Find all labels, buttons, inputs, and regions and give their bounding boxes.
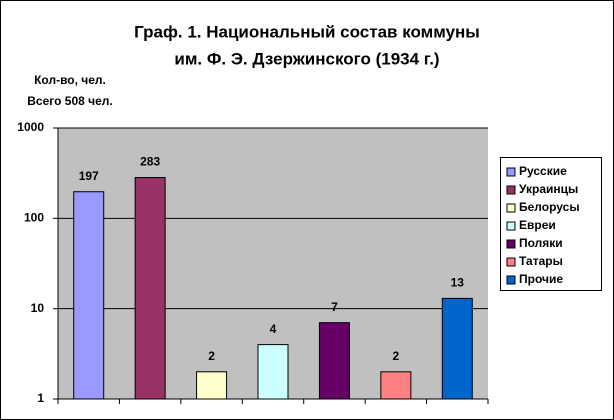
legend-swatch <box>506 185 516 195</box>
legend-swatch <box>506 257 516 267</box>
legend-swatch <box>506 221 516 231</box>
y-tick-label: 10 <box>31 301 45 315</box>
y-tick-label: 1000 <box>17 120 44 134</box>
bar <box>380 371 412 400</box>
legend-label: Евреи <box>519 218 556 232</box>
legend-label: Русские <box>519 164 567 178</box>
legend-swatch <box>506 275 516 285</box>
value-label: 197 <box>79 169 99 183</box>
legend-label: Прочие <box>519 272 563 286</box>
y-axis-label: Кол-во, чел. <box>34 73 106 87</box>
legend-label: Татары <box>519 254 563 268</box>
y-tick-label: 1 <box>37 391 44 405</box>
bar <box>73 191 105 400</box>
value-label: 2 <box>208 349 215 363</box>
value-label: 2 <box>393 349 400 363</box>
legend-label: Украинцы <box>519 182 578 196</box>
chart-title: им. Ф. Э. Дзержинского (1934 г.) <box>174 49 439 68</box>
legend-swatch <box>506 203 516 213</box>
legend-swatch <box>506 167 516 177</box>
annotation: Всего 508 чел. <box>27 94 112 108</box>
value-label: 4 <box>270 322 277 336</box>
bar <box>257 344 289 400</box>
legend-label: Белорусы <box>519 200 580 214</box>
bar <box>196 371 228 400</box>
value-label: 283 <box>140 155 160 169</box>
chart-title: Граф. 1. Национальный состав коммуны <box>134 22 480 41</box>
y-tick-label: 100 <box>24 211 44 225</box>
bar <box>441 297 473 400</box>
legend-swatch <box>506 239 516 249</box>
legend-label: Поляки <box>519 236 563 250</box>
bar <box>134 177 166 400</box>
value-label: 7 <box>331 300 338 314</box>
value-label: 13 <box>451 276 465 290</box>
legend <box>500 157 602 291</box>
bar <box>318 322 350 400</box>
